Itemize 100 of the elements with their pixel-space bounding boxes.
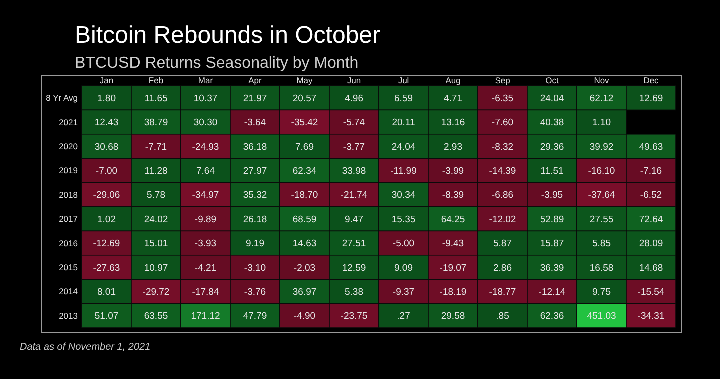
x-tick-label: Apr bbox=[248, 76, 262, 86]
data-label: 11.51 bbox=[540, 166, 564, 178]
data-label: 27.55 bbox=[590, 214, 614, 226]
x-tick-label: Jun bbox=[347, 76, 362, 86]
data-label: -18.70 bbox=[291, 190, 318, 202]
data-label: -17.84 bbox=[192, 287, 220, 298]
data-label: 30.30 bbox=[194, 118, 218, 129]
data-label: 4.71 bbox=[444, 93, 462, 104]
data-label: 1.80 bbox=[98, 93, 116, 104]
data-label: 64.25 bbox=[441, 214, 466, 226]
data-label: -7.16 bbox=[640, 166, 662, 178]
data-label: 9.09 bbox=[394, 262, 413, 274]
data-label: -2.03 bbox=[294, 262, 316, 274]
data-label: -6.86 bbox=[492, 190, 514, 202]
data-label: -18.77 bbox=[489, 287, 516, 298]
chart-subtitle: BTCUSD Returns Seasonality by Month bbox=[75, 55, 359, 72]
data-label: -16.10 bbox=[588, 166, 616, 178]
data-label: -3.99 bbox=[442, 166, 464, 178]
data-label: 21.97 bbox=[243, 93, 268, 104]
data-label: -4.21 bbox=[194, 262, 217, 274]
x-tick-label: Jan bbox=[100, 76, 114, 86]
data-label: 7.64 bbox=[196, 166, 215, 178]
data-label: 14.63 bbox=[292, 238, 317, 250]
data-label: 8.01 bbox=[98, 287, 116, 298]
y-tick-label: 2020 bbox=[59, 141, 78, 152]
y-tick-label: 8 Yr Avg bbox=[46, 93, 78, 104]
data-label: 24.04 bbox=[540, 93, 564, 104]
data-label: -24.93 bbox=[192, 142, 220, 153]
data-label: -14.39 bbox=[489, 166, 516, 178]
y-tick-label: 2021 bbox=[59, 117, 78, 128]
data-label: 9.19 bbox=[246, 238, 264, 250]
data-label: 40.38 bbox=[540, 118, 564, 129]
y-tick-label: 2019 bbox=[59, 166, 78, 176]
y-tick-label: 2018 bbox=[59, 190, 78, 200]
data-label: -12.69 bbox=[93, 238, 120, 250]
data-label: -4.90 bbox=[294, 311, 316, 322]
data-label: 26.18 bbox=[243, 214, 268, 226]
data-label: -5.74 bbox=[343, 118, 366, 129]
data-label: 5.87 bbox=[494, 238, 512, 250]
data-label: 2.93 bbox=[444, 142, 462, 153]
x-tick-label: May bbox=[296, 76, 314, 86]
data-label: -9.89 bbox=[194, 214, 217, 226]
x-tick-label: Oct bbox=[546, 76, 560, 86]
data-label: 24.04 bbox=[392, 142, 416, 153]
x-tick-label: Sep bbox=[495, 76, 511, 86]
x-tick-label: Feb bbox=[148, 76, 164, 86]
data-label: -12.02 bbox=[489, 214, 516, 226]
data-label: -8.32 bbox=[492, 142, 514, 153]
data-label: -9.37 bbox=[392, 287, 415, 298]
data-label: 29.58 bbox=[441, 311, 466, 322]
data-label: -19.07 bbox=[440, 262, 467, 274]
data-label: 4.96 bbox=[345, 93, 364, 104]
data-label: 11.28 bbox=[144, 166, 168, 178]
data-label: 33.98 bbox=[342, 166, 366, 178]
data-label: 10.97 bbox=[144, 262, 168, 274]
data-label: -7.00 bbox=[96, 166, 118, 178]
data-label: 15.01 bbox=[144, 238, 168, 250]
data-label: 36.97 bbox=[292, 287, 317, 298]
data-label: 13.16 bbox=[441, 118, 466, 129]
data-label: 62.36 bbox=[540, 311, 564, 322]
data-label: 62.12 bbox=[590, 93, 614, 104]
data-label: 6.59 bbox=[394, 93, 413, 104]
data-label: 35.32 bbox=[243, 190, 268, 202]
data-label: 5.78 bbox=[147, 190, 166, 202]
data-label: 1.02 bbox=[98, 214, 116, 226]
data-label: 29.36 bbox=[540, 142, 564, 153]
data-label: -29.72 bbox=[142, 287, 170, 298]
x-tick-label: Dec bbox=[644, 76, 660, 86]
data-label: 68.59 bbox=[292, 214, 317, 226]
data-label: 20.57 bbox=[292, 93, 317, 104]
data-label: 14.68 bbox=[639, 262, 664, 274]
data-label: 16.58 bbox=[590, 262, 614, 274]
data-label: 171.12 bbox=[191, 311, 220, 322]
data-label: 28.09 bbox=[639, 238, 664, 250]
y-tick-label: 2014 bbox=[59, 286, 78, 297]
chart-title: Bitcoin Rebounds in October bbox=[75, 22, 381, 49]
data-label: -12.14 bbox=[538, 287, 566, 298]
text: Data as of November 1, 2021 bbox=[20, 342, 151, 353]
data-label: 51.07 bbox=[94, 311, 119, 322]
y-tick-label: 2013 bbox=[59, 310, 78, 321]
data-label: .27 bbox=[397, 311, 410, 322]
y-tick-label: 2017 bbox=[59, 214, 78, 224]
data-label: 72.64 bbox=[639, 214, 664, 226]
data-label: 62.34 bbox=[292, 166, 317, 178]
data-label: -6.52 bbox=[640, 190, 662, 202]
data-label: 12.59 bbox=[342, 262, 366, 274]
x-tick-label: Jul bbox=[398, 76, 410, 86]
y-tick-label: 2016 bbox=[59, 238, 78, 248]
data-label: -37.64 bbox=[588, 190, 616, 202]
data-label: 9.47 bbox=[345, 214, 364, 226]
data-label: 20.11 bbox=[392, 118, 416, 129]
data-label: 10.37 bbox=[194, 93, 218, 104]
data-label: 39.92 bbox=[590, 142, 614, 153]
data-label: -6.35 bbox=[492, 93, 514, 104]
data-label: -27.63 bbox=[93, 262, 120, 274]
data-label: -3.10 bbox=[244, 262, 266, 274]
data-label: 36.18 bbox=[243, 142, 268, 153]
data-label: 47.79 bbox=[243, 311, 268, 322]
data-label: 27.97 bbox=[243, 166, 268, 178]
x-tick-label: Mar bbox=[198, 76, 214, 86]
